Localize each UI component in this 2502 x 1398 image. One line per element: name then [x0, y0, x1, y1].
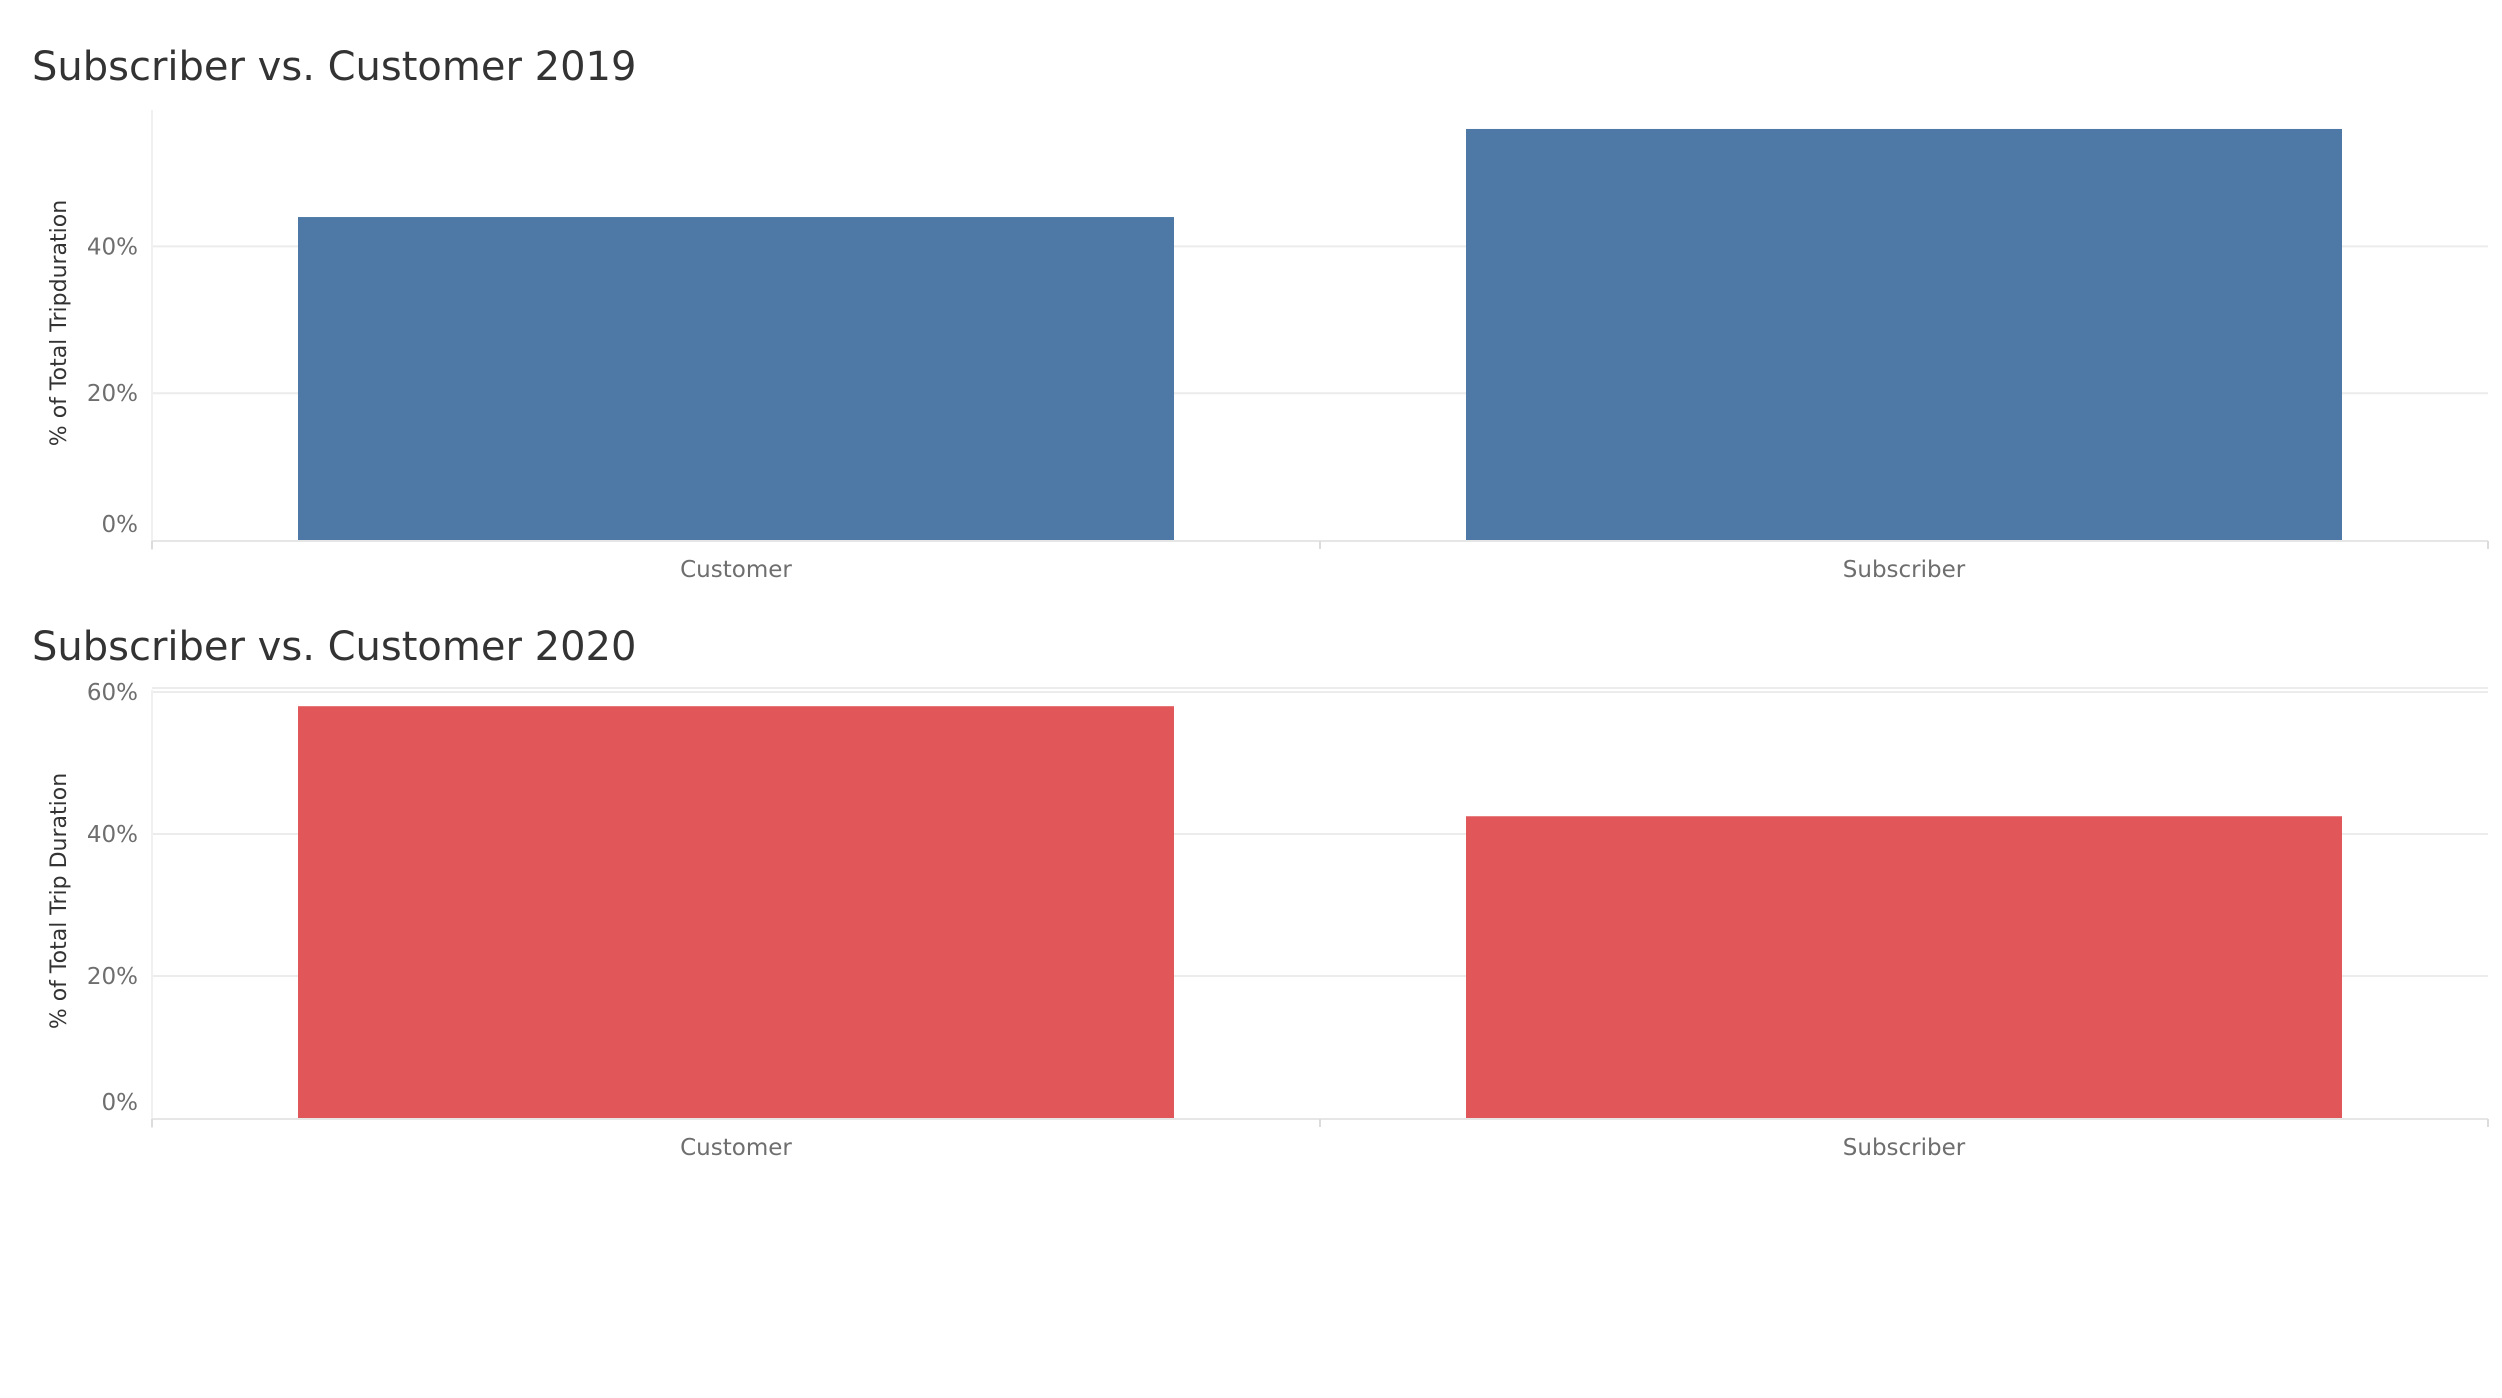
y-tick-label: 40% — [87, 822, 138, 848]
y-axis-label: % of Total Tripduration — [47, 200, 72, 446]
y-tick-label: 60% — [87, 680, 138, 706]
chart-2020: Subscriber vs. Customer 2020 % of Total … — [0, 578, 2502, 1198]
y-axis-label: % of Total Trip Duration — [47, 773, 72, 1029]
y-tick-label: 20% — [87, 381, 138, 407]
y-tick-label: 0% — [102, 1090, 139, 1116]
y-tick-label: 20% — [87, 964, 138, 990]
y-tick-label: 0% — [102, 512, 139, 538]
bar-subscriber — [1466, 128, 2342, 540]
x-tick-label: Subscriber — [1843, 557, 1966, 583]
x-tick-label: Subscriber — [1843, 1135, 1966, 1161]
chart-title: Subscriber vs. Customer 2019 — [32, 44, 636, 90]
x-tick-label: Customer — [680, 1135, 792, 1161]
chart-title: Subscriber vs. Customer 2020 — [32, 624, 636, 670]
bar-subscriber — [1466, 816, 2342, 1118]
x-tick-label: Customer — [680, 557, 792, 583]
chart-2019-svg: Subscriber vs. Customer 2019 % of Total … — [32, 44, 2489, 583]
bar-customer — [298, 706, 1174, 1118]
chart-2020-svg: Subscriber vs. Customer 2020 % of Total … — [32, 624, 2489, 1161]
y-tick-label: 40% — [87, 234, 138, 260]
bar-customer — [298, 217, 1174, 541]
chart-2019: Subscriber vs. Customer 2019 % of Total … — [0, 0, 2502, 620]
